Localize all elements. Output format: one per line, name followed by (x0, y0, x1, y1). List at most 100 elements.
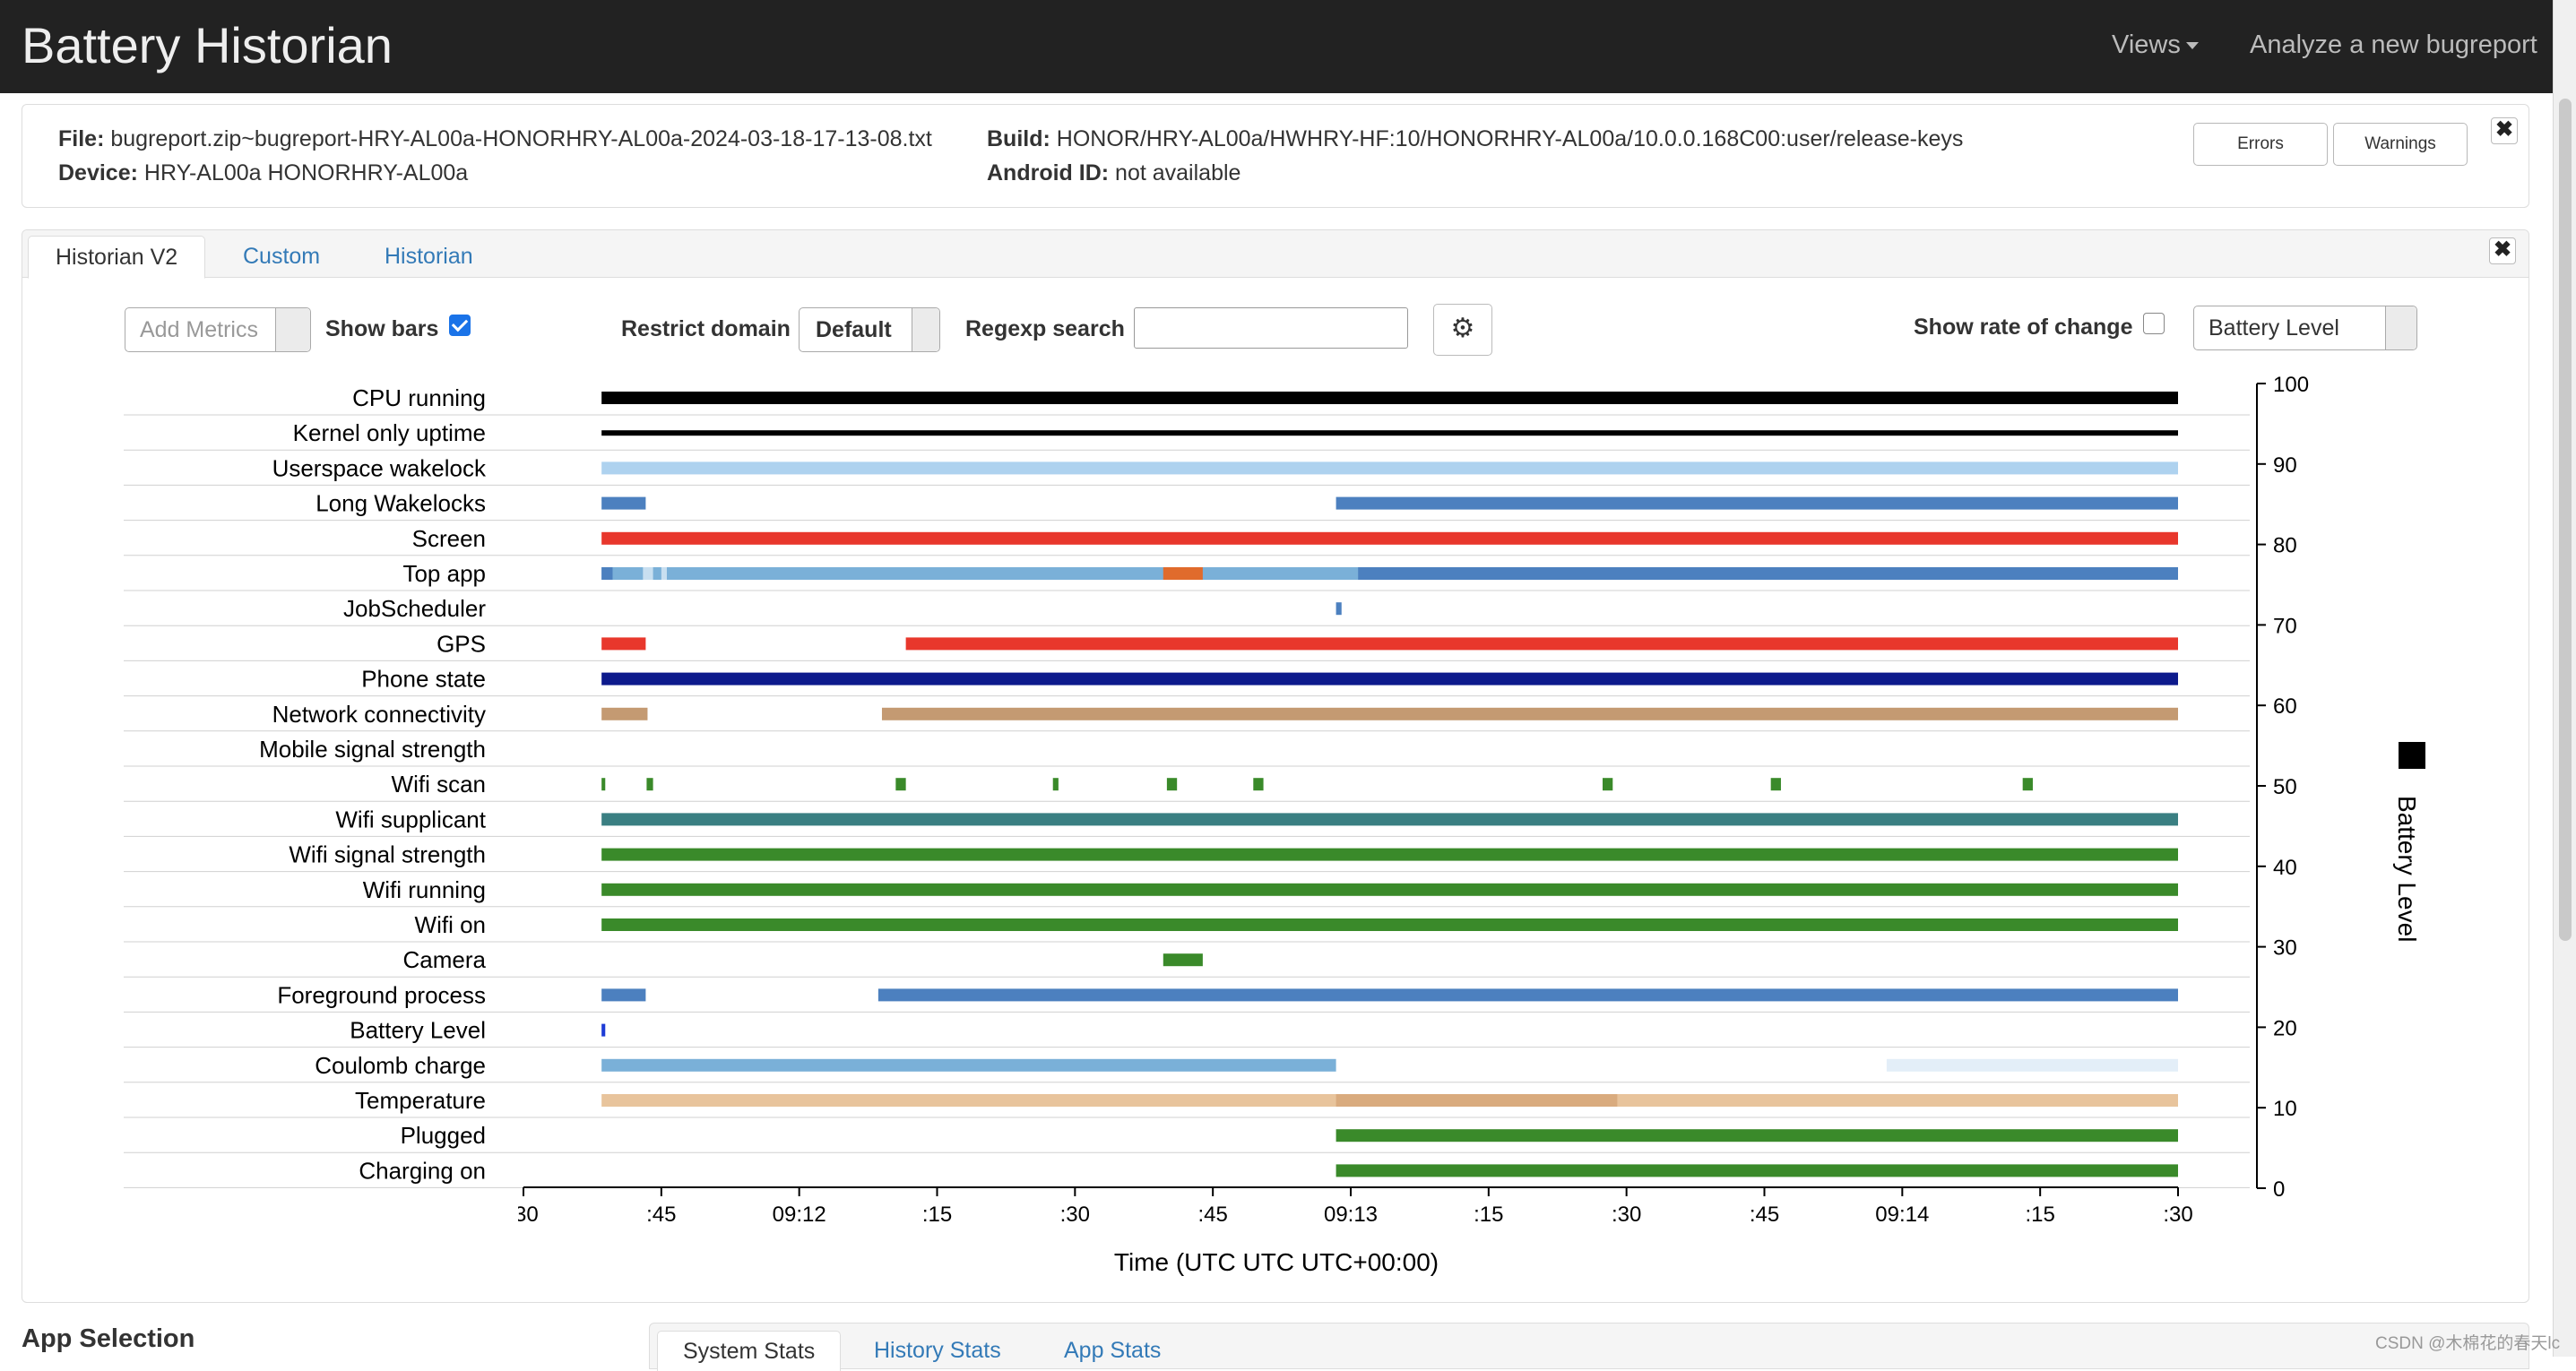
device-info: Device: HRY-AL00a HONORHRY-AL00a (58, 160, 468, 186)
timeline-bar-overlay[interactable] (661, 567, 667, 580)
timeline-bar[interactable] (601, 707, 648, 720)
timeline-bar[interactable] (601, 496, 646, 510)
timeline-bar[interactable] (601, 813, 2178, 826)
app-brand[interactable]: Battery Historian (22, 17, 393, 73)
warnings-button[interactable]: Warnings (2333, 123, 2468, 166)
add-metrics-placeholder: Add Metrics (140, 317, 258, 342)
time-tick-label: 09:12 (773, 1203, 826, 1227)
time-tick-label: :45 (1197, 1203, 1227, 1227)
show-bars-label: Show bars (325, 316, 439, 341)
timeline-bar[interactable] (601, 778, 606, 791)
regexp-search-label: Regexp search (965, 316, 1125, 341)
battery-tick-label: 80 (2273, 534, 2297, 558)
window-scrollbar[interactable] (2553, 0, 2576, 1357)
scrollbar-thumb[interactable] (2559, 99, 2572, 941)
show-bars-checkbox[interactable] (449, 315, 471, 336)
stats-tabs: System Stats History Stats App Stats (649, 1323, 2529, 1371)
timeline-bar[interactable] (601, 392, 2178, 404)
timeline-bar[interactable] (877, 988, 2178, 1002)
battery-metric-select[interactable]: Battery Level (2193, 306, 2417, 350)
regexp-search-input[interactable] (1134, 307, 1408, 349)
row-label: Mobile signal strength (259, 736, 486, 763)
timeline-bar[interactable] (881, 707, 2178, 720)
row-label: Top app (402, 560, 486, 587)
timeline-bar[interactable] (905, 637, 2178, 651)
timeline-bar[interactable] (1603, 778, 1613, 791)
timeline-bar-overlay[interactable] (1163, 567, 1203, 580)
battery-tick-label: 10 (2273, 1097, 2297, 1121)
timeline-bar-overlay[interactable] (643, 567, 653, 580)
battery-tick-label: 30 (2273, 936, 2297, 961)
restrict-domain-label: Restrict domain (621, 316, 791, 341)
device-label: Device: (58, 160, 138, 185)
show-rate-of-change-checkbox[interactable] (2143, 313, 2165, 334)
timeline-bars[interactable] (601, 392, 2178, 1177)
time-tick-label: :30 (2163, 1203, 2192, 1227)
row-label: Phone state (361, 666, 486, 693)
timeline-bar[interactable] (1052, 778, 1059, 791)
timeline-bar[interactable] (1336, 1129, 2178, 1142)
tab-history-stats[interactable]: History Stats (874, 1338, 1001, 1363)
row-label: Charging on (359, 1157, 486, 1184)
views-label: Views (2112, 30, 2181, 59)
android-id-label: Android ID: (987, 160, 1110, 185)
add-metrics-select[interactable]: Add Metrics (125, 307, 311, 352)
timeline-bar[interactable] (895, 778, 906, 791)
timeline-bar[interactable] (601, 531, 2178, 545)
timeline-bar[interactable] (1886, 1058, 2178, 1072)
timeline-bar[interactable] (1770, 778, 1781, 791)
select-handle (912, 308, 939, 351)
file-info-panel: File: bugreport.zip~bugreport-HRY-AL00a-… (22, 104, 2529, 208)
timeline-bar-overlay[interactable] (1358, 567, 2178, 580)
settings-gear-icon[interactable]: ⚙ (1433, 304, 1492, 356)
timeline-bar[interactable] (601, 883, 2178, 896)
battery-tick-label: 100 (2273, 373, 2309, 397)
top-navbar: Battery Historian Views Analyze a new bu… (0, 0, 2576, 93)
tab-system-stats[interactable]: System Stats (657, 1331, 842, 1371)
time-tick-label: 09:14 (1875, 1203, 1929, 1227)
row-label: Temperature (355, 1087, 486, 1114)
row-label: Wifi running (363, 876, 486, 903)
timeline-bar[interactable] (601, 1058, 1336, 1072)
tab-app-stats[interactable]: App Stats (1064, 1338, 1162, 1363)
timeline-bar[interactable] (1166, 778, 1178, 791)
timeline-bar[interactable] (1336, 602, 1342, 616)
tab-custom[interactable]: Custom (243, 244, 321, 269)
timeline-bar[interactable] (1253, 778, 1264, 791)
timeline-bar[interactable] (601, 430, 2178, 436)
timeline-bar[interactable] (601, 637, 646, 651)
views-dropdown[interactable]: Views (2112, 30, 2199, 60)
timeline-bar[interactable] (601, 988, 646, 1002)
tab-historian-v2[interactable]: Historian V2 (28, 236, 206, 279)
timeline-bar[interactable] (601, 672, 2178, 686)
android-id-info: Android ID: not available (987, 160, 1240, 186)
file-info: File: bugreport.zip~bugreport-HRY-AL00a-… (58, 126, 932, 152)
axis-mask (497, 1200, 518, 1227)
timeline-bar[interactable] (601, 1023, 606, 1037)
time-tick-label: :45 (1750, 1203, 1779, 1227)
analyze-new-bugreport-link[interactable]: Analyze a new bugreport (2250, 30, 2537, 59)
timeline-bar[interactable] (601, 461, 2178, 475)
timeline-bar[interactable] (601, 848, 2178, 861)
close-panel-icon[interactable]: ✖ (2489, 237, 2516, 264)
row-label: Camera (403, 946, 487, 973)
tab-historian[interactable]: Historian (385, 244, 473, 269)
timeline-bar[interactable] (601, 918, 2178, 931)
battery-level-legend-swatch (2399, 742, 2425, 769)
timeline-bar[interactable] (646, 778, 653, 791)
close-icon[interactable]: ✖ (2491, 117, 2518, 144)
timeline-bar[interactable] (1336, 1164, 2178, 1177)
restrict-domain-select[interactable]: Default (799, 307, 940, 352)
timeline-bar[interactable] (1163, 953, 1203, 967)
time-axis: :30:45 09:12:15:30:45 09:13:15:30:45 09:14:… (497, 1186, 2193, 1227)
timeline-bar-overlay[interactable] (1336, 1094, 1618, 1107)
caret-down-icon (2185, 42, 2199, 50)
errors-button[interactable]: Errors (2193, 123, 2328, 166)
time-tick-label: :30 (1612, 1203, 1641, 1227)
timeline-bar[interactable] (2022, 778, 2033, 791)
battery-tick-label: 40 (2273, 856, 2297, 880)
timeline-bar[interactable] (1336, 496, 2178, 510)
timeline-bar-overlay[interactable] (601, 567, 613, 580)
device-value: HRY-AL00a HONORHRY-AL00a (143, 160, 469, 185)
